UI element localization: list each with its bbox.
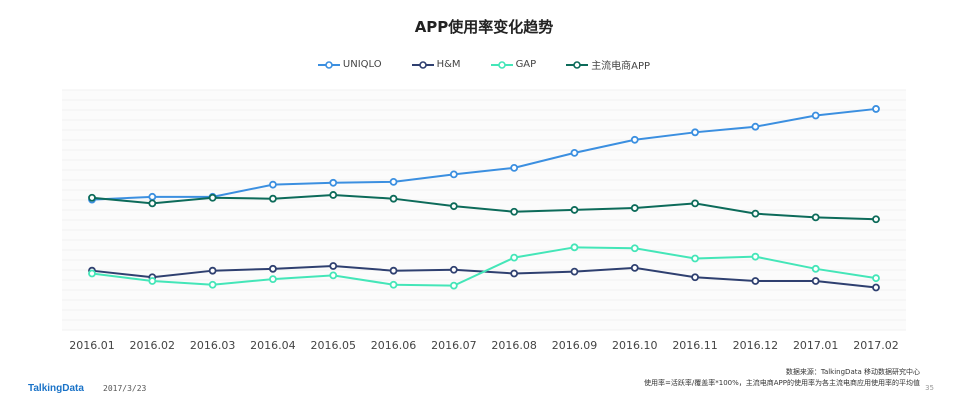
chart-grid (62, 89, 906, 331)
data-point-gap (389, 280, 398, 289)
legend-swatch (490, 60, 513, 69)
data-point-gap (691, 254, 699, 263)
data-point-app (269, 194, 277, 203)
data-point-gap (811, 264, 820, 273)
data-point-gap (570, 243, 579, 252)
data-point-h-m (751, 277, 760, 285)
chart-title: APP使用率变化趋势 (414, 18, 554, 36)
data-point-uniqlo (811, 111, 820, 120)
data-point-h-m (269, 264, 277, 273)
data-point-uniqlo (389, 177, 398, 186)
page-number: 35 (925, 384, 934, 392)
legend-label: H&M (436, 59, 461, 70)
data-point-h-m (570, 267, 579, 276)
data-point-h-m (449, 265, 458, 274)
data-point-gap (269, 275, 277, 284)
data-point-h-m (329, 262, 338, 270)
x-tick-label: 2017.02 (853, 339, 899, 352)
data-point-uniqlo (630, 135, 639, 144)
legend-label: GAP (515, 59, 537, 70)
data-point-gap (208, 280, 217, 289)
series-line-gap (91, 246, 877, 287)
legend-swatch (411, 60, 434, 69)
data-point-gap (630, 244, 639, 253)
data-point-gap (510, 253, 519, 262)
legend-label: UNIQLO (342, 59, 382, 70)
legend-swatch (317, 60, 340, 69)
data-point-app (208, 193, 217, 202)
x-axis-ticks: 2016.01 2016.02 2016.03 2016.04 2016.05 2016.… (69, 339, 899, 352)
data-point-h-m (630, 263, 639, 272)
report-date: 2017/3/23 (103, 384, 147, 393)
data-point-h-m (811, 277, 820, 285)
x-tick-label: 2016.02 (130, 339, 176, 352)
data-point-app (510, 207, 519, 216)
chart-lines (88, 105, 880, 292)
data-point-uniqlo (449, 170, 458, 179)
data-point-uniqlo (751, 122, 760, 131)
legend-label: 主流电商APP (591, 61, 651, 72)
data-point-uniqlo (570, 148, 579, 157)
legend-item: H&M (411, 57, 461, 72)
data-point-app (148, 199, 157, 208)
data-point-h-m (691, 273, 699, 282)
x-tick-label: 2016.11 (672, 339, 718, 352)
data-point-uniqlo (329, 178, 338, 187)
x-tick-label: 2016.10 (612, 339, 658, 352)
data-point-gap (872, 274, 880, 283)
x-tick-label: 2016.12 (733, 339, 779, 352)
data-point-app (570, 206, 579, 214)
x-tick-label: 2016.08 (491, 339, 537, 352)
data-point-app (872, 215, 880, 224)
chart-legend: UNIQLO H&M GAP 主流电商APP (0, 57, 968, 72)
legend-item: GAP (490, 57, 537, 72)
x-tick-label: 2016.06 (371, 339, 417, 352)
data-point-uniqlo (691, 128, 699, 137)
data-point-h-m (389, 266, 398, 275)
data-point-uniqlo (510, 163, 519, 172)
data-source-note: 数据来源：TalkingData 移动数据研究中心 使用率=活跃率/覆盖率*10… (644, 367, 920, 389)
x-tick-label: 2016.03 (190, 339, 236, 352)
legend-swatch (566, 60, 589, 69)
data-point-app (389, 194, 398, 203)
data-point-gap (88, 269, 96, 278)
data-point-gap (329, 271, 338, 280)
data-point-app (329, 191, 338, 199)
data-point-h-m (208, 266, 217, 275)
data-point-app (691, 199, 699, 208)
data-point-uniqlo (148, 192, 157, 201)
legend-item: UNIQLO (317, 57, 382, 72)
data-point-app (630, 204, 639, 212)
data-point-uniqlo (269, 180, 277, 189)
data-point-uniqlo (872, 105, 880, 113)
source-line-1: 数据来源：TalkingData 移动数据研究中心 (785, 368, 920, 376)
data-point-h-m (872, 283, 880, 292)
brand-logo: TalkingData (28, 383, 84, 394)
data-point-app (449, 202, 458, 211)
x-tick-label: 2016.05 (310, 339, 356, 352)
series-line-app (91, 193, 877, 221)
x-tick-label: 2016.01 (69, 339, 115, 352)
x-tick-label: 2016.07 (431, 339, 477, 352)
source-line-2: 使用率=活跃率/覆盖率*100%，主流电商APP的使用率为各主流电商应用使用率的… (644, 379, 920, 387)
data-point-gap (449, 281, 458, 290)
data-point-app (88, 193, 96, 202)
x-tick-label: 2017.01 (793, 339, 839, 352)
data-point-app (751, 209, 760, 218)
data-point-gap (751, 252, 760, 261)
legend-item: 主流电商APP (566, 57, 650, 72)
data-point-gap (148, 277, 157, 285)
data-point-h-m (510, 269, 519, 278)
x-tick-label: 2016.09 (552, 339, 598, 352)
series-line-uniqlo (91, 107, 877, 201)
data-point-app (811, 213, 820, 222)
x-tick-label: 2016.04 (250, 339, 296, 352)
